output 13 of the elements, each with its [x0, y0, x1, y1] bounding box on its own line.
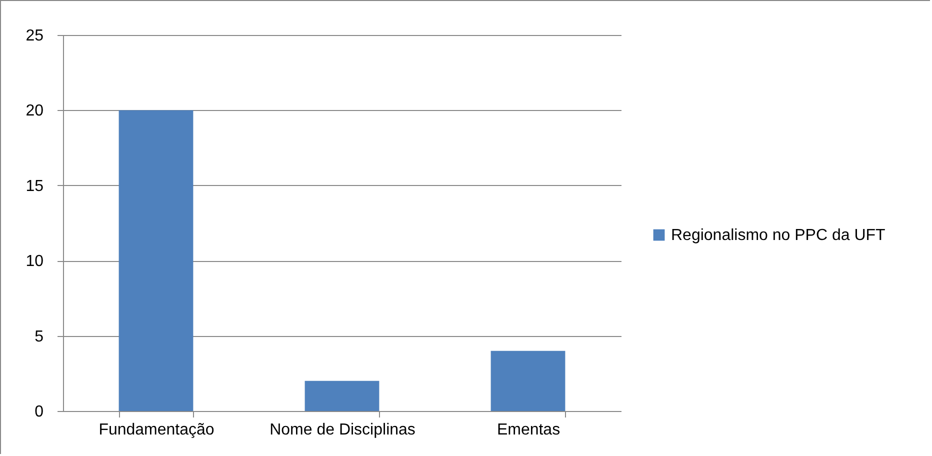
y-tick-label: 20	[26, 102, 44, 120]
y-tick-label: 15	[26, 178, 44, 195]
x-tick-label: Ementas	[496, 422, 560, 438]
bar	[304, 380, 380, 411]
y-tick-label: 5	[34, 328, 44, 346]
legend-label: Regionalismo no PPC da UFT	[671, 227, 886, 244]
x-tick-label: Fundamentação	[98, 422, 214, 438]
x-tick-label: Nome de Disciplinas	[270, 422, 416, 438]
y-tick-label: 0	[34, 404, 44, 420]
bar	[490, 350, 566, 411]
y-tick-label: 10	[26, 253, 44, 270]
y-tick-label: 25	[26, 28, 44, 44]
bar	[118, 110, 194, 411]
